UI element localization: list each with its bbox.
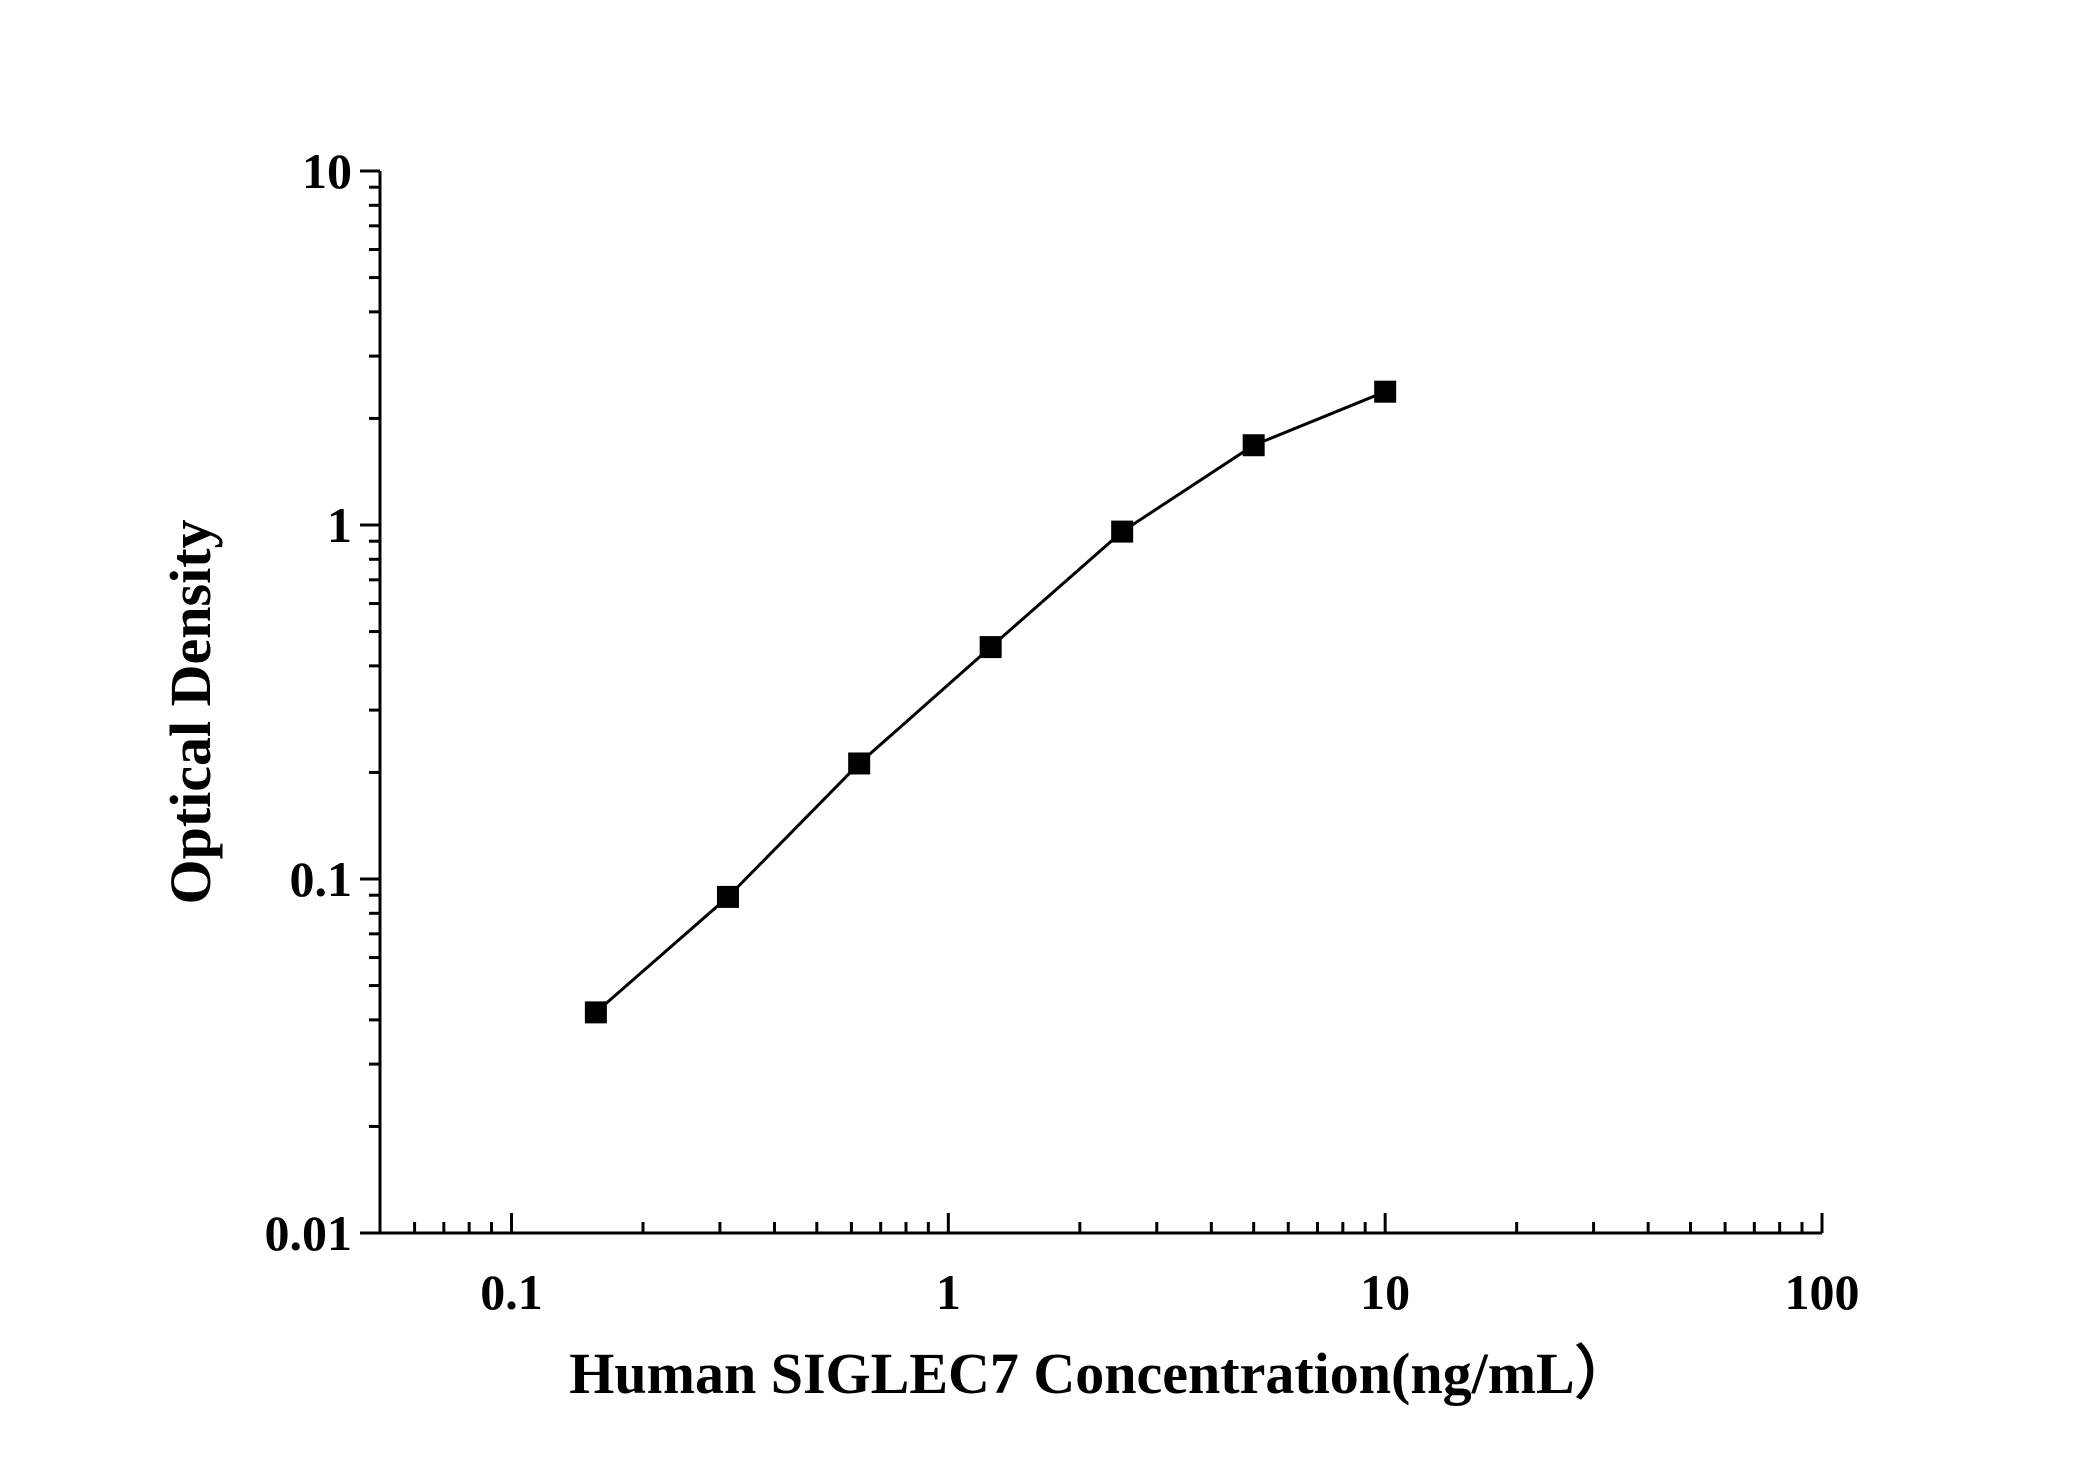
x-tick-label: 0.1 — [480, 1264, 543, 1320]
series-line — [594, 390, 1386, 1014]
data-point — [1374, 380, 1397, 403]
y-axis-ticks — [360, 169, 380, 1235]
x-tick-label: 10 — [1360, 1264, 1410, 1320]
x-tick-label: 100 — [1785, 1264, 1860, 1320]
x-axis-tick-labels: 0.1 1 10 100 — [480, 1264, 1859, 1320]
data-point — [1111, 520, 1134, 543]
data-point — [1242, 434, 1265, 457]
y-tick-label: 0.01 — [265, 1205, 353, 1261]
x-axis-ticks — [378, 1213, 1824, 1233]
plot-area — [584, 380, 1397, 1024]
axes — [378, 171, 1822, 1235]
data-point — [848, 752, 871, 775]
data-point — [584, 1001, 607, 1024]
y-axis-title: Optical Density — [158, 519, 223, 904]
y-tick-label: 10 — [302, 143, 352, 199]
y-tick-label: 0.1 — [290, 851, 353, 907]
data-point — [716, 885, 739, 908]
x-axis-title: Human SIGLEC7 Concentration(ng/mL） — [569, 1341, 1632, 1406]
y-tick-label: 1 — [327, 497, 352, 553]
x-tick-label: 1 — [936, 1264, 961, 1320]
data-point — [979, 636, 1002, 659]
y-axis-tick-labels: 0.01 0.1 1 10 — [265, 143, 353, 1261]
